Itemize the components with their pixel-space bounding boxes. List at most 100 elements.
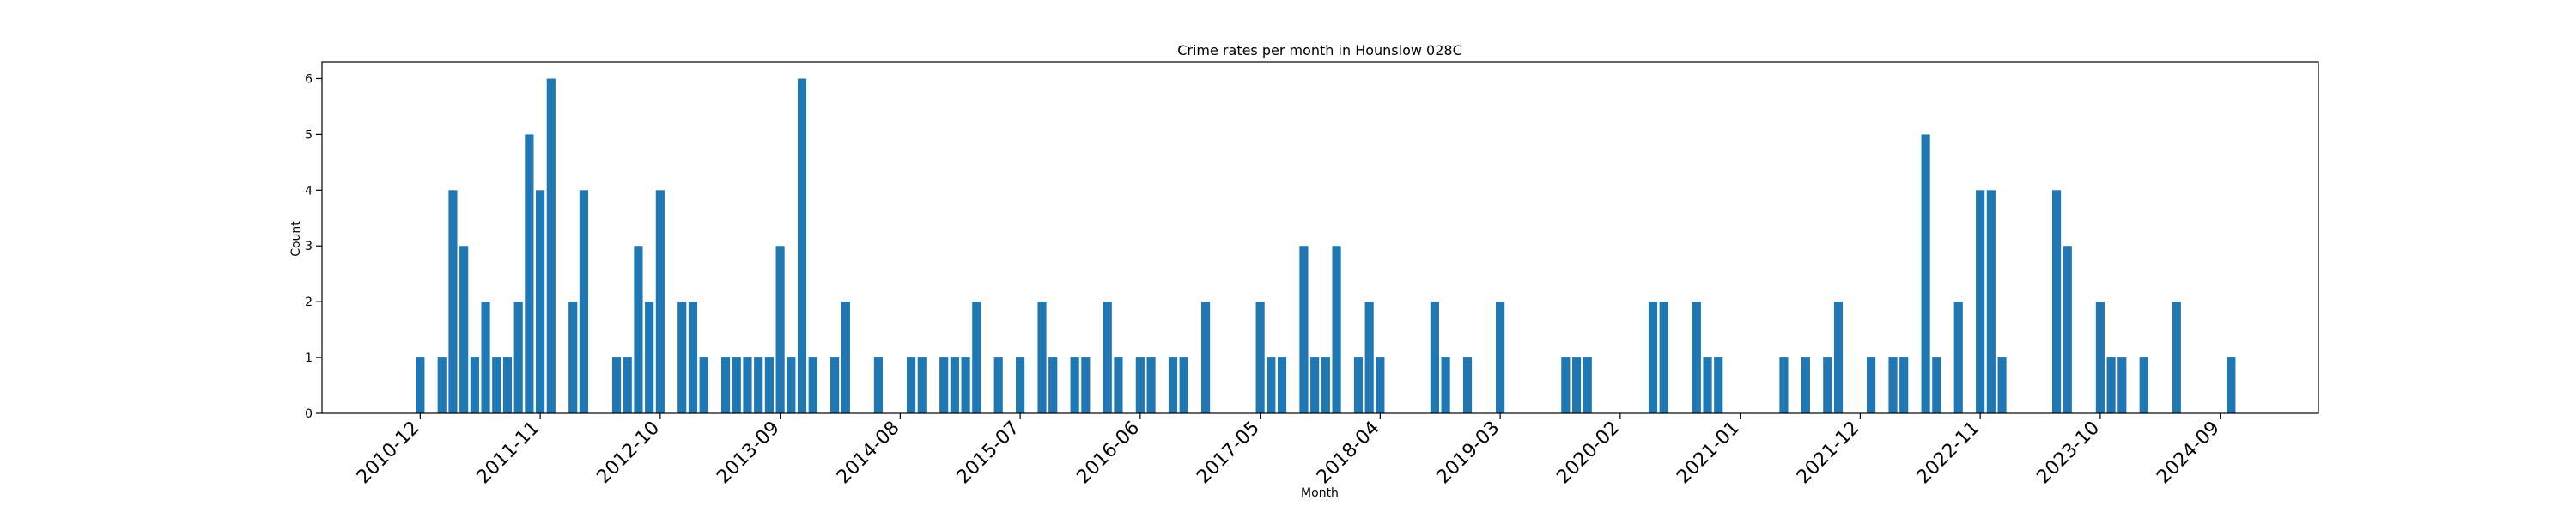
- bar: [645, 302, 654, 413]
- x-tick-label: 2019-03: [1433, 418, 1504, 489]
- bar: [787, 357, 796, 413]
- bar: [1921, 134, 1930, 413]
- bar: [841, 302, 850, 413]
- bar: [2095, 302, 2105, 413]
- bar: [1779, 357, 1789, 413]
- x-tick-label: 2017-05: [1193, 418, 1264, 489]
- bar: [1888, 357, 1898, 413]
- bar: [1146, 357, 1156, 413]
- x-tick-label: 2021-12: [1793, 418, 1864, 489]
- bar: [1953, 302, 1963, 413]
- y-tick-label: 5: [305, 128, 313, 142]
- plot-frame: [321, 61, 2319, 414]
- bar: [568, 302, 578, 413]
- bar: [1583, 357, 1592, 413]
- y-ticks-layer: 0 1 2 3 4 5 6: [305, 72, 322, 421]
- bar: [655, 190, 665, 413]
- bar: [1833, 302, 1844, 413]
- bar: [1267, 357, 1276, 413]
- bar: [1321, 357, 1330, 413]
- bar: [623, 357, 632, 413]
- bar: [1103, 302, 1112, 413]
- chart-title: Crime rates per month in Hounslow 028C: [1177, 42, 1462, 58]
- bar: [1823, 357, 1832, 413]
- bar: [2063, 246, 2072, 413]
- bar: [1179, 357, 1188, 413]
- bar: [699, 357, 708, 413]
- bar: [797, 78, 807, 413]
- bar: [1201, 302, 1211, 413]
- bar: [764, 357, 774, 413]
- bar: [2227, 357, 2236, 413]
- bar: [1364, 302, 1374, 413]
- bar: [906, 357, 916, 413]
- y-tick-label: 3: [305, 240, 313, 253]
- bar: [1310, 357, 1320, 413]
- bar: [1070, 357, 1079, 413]
- bar: [1277, 357, 1287, 413]
- x-tick-label: 2014-08: [833, 418, 904, 489]
- bar: [808, 357, 817, 413]
- bar: [1037, 302, 1047, 413]
- bar: [1801, 357, 1810, 413]
- bar: [1899, 357, 1909, 413]
- y-tick-label: 6: [305, 72, 313, 86]
- x-tick-label: 2013-09: [713, 418, 784, 489]
- x-tick-label: 2016-06: [1072, 418, 1144, 489]
- bar: [502, 357, 513, 413]
- y-tick-label: 0: [305, 407, 313, 421]
- y-tick-label: 2: [305, 296, 313, 309]
- bar: [873, 357, 884, 413]
- bar: [1135, 357, 1145, 413]
- y-axis-title: Count: [289, 221, 303, 257]
- bar: [721, 357, 731, 413]
- x-tick-label: 2015-07: [953, 418, 1024, 489]
- bar: [1496, 302, 1505, 413]
- bar: [732, 357, 741, 413]
- bar: [481, 302, 490, 413]
- bar: [830, 357, 840, 413]
- bar: [2117, 357, 2127, 413]
- y-tick-label: 1: [305, 351, 313, 365]
- bar: [611, 357, 622, 413]
- bar: [525, 134, 534, 413]
- bar: [1081, 357, 1091, 413]
- bar: [1332, 246, 1341, 413]
- x-axis-title: Month: [1301, 486, 1339, 500]
- bar: [437, 357, 447, 413]
- bar: [1571, 357, 1582, 413]
- bar: [448, 190, 458, 413]
- bar: [459, 246, 469, 413]
- x-tick-label: 2011-11: [473, 418, 544, 489]
- bar: [950, 357, 959, 413]
- bar: [743, 357, 752, 413]
- bar: [1703, 357, 1712, 413]
- bar: [2172, 302, 2181, 413]
- bar: [1255, 302, 1265, 413]
- bar: [536, 190, 545, 413]
- bar: [416, 357, 425, 413]
- y-tick-label: 4: [305, 184, 313, 198]
- bar: [775, 246, 785, 413]
- bar: [972, 302, 981, 413]
- bar: [1997, 357, 2007, 413]
- bar: [634, 246, 643, 413]
- bar: [1441, 357, 1450, 413]
- bar: [1299, 246, 1309, 413]
- bars-layer: [416, 78, 2236, 413]
- bar: [1976, 190, 1985, 413]
- bar: [688, 302, 698, 413]
- bar: [1048, 357, 1058, 413]
- bar: [1932, 357, 1941, 413]
- bar: [1168, 357, 1178, 413]
- bar: [2106, 357, 2116, 413]
- bar: [1714, 357, 1723, 413]
- bar: [546, 78, 556, 413]
- bar: [993, 357, 1003, 413]
- bar: [677, 302, 687, 413]
- x-tick-label: 2020-02: [1552, 418, 1624, 489]
- bar: [1561, 357, 1571, 413]
- bar: [961, 357, 970, 413]
